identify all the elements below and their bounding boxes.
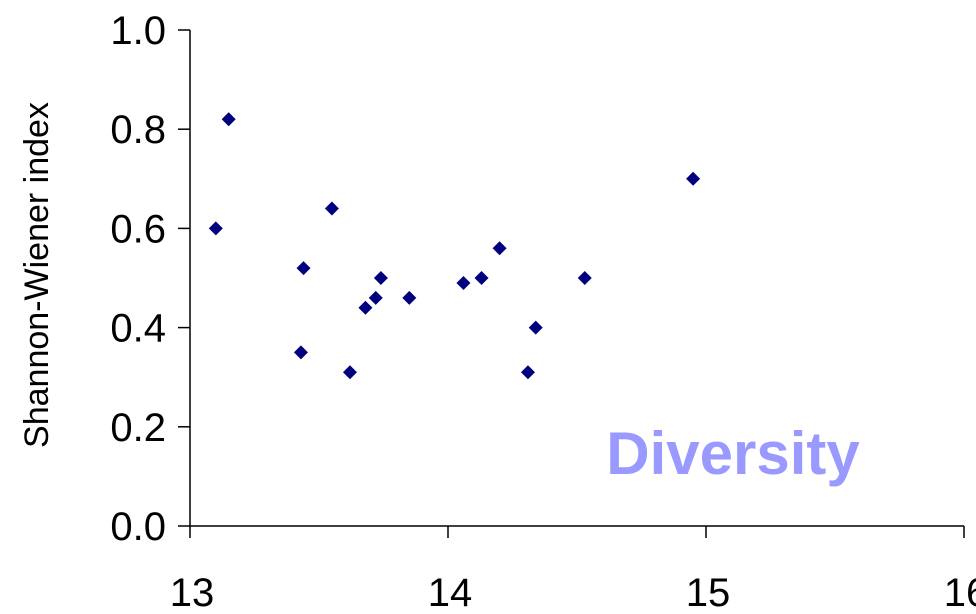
data-point: [208, 221, 223, 236]
data-point: [528, 320, 543, 335]
data-markers: [208, 112, 701, 380]
x-tick-label: 14: [428, 571, 473, 614]
y-tick-label: 0.2: [110, 406, 166, 450]
y-tick-label: 0.8: [110, 108, 166, 152]
y-axis-title: Shannon-Wiener index: [18, 102, 56, 448]
y-axis: 0.0 0.2 0.4 0.6 0.8 1.0: [110, 9, 191, 549]
data-point: [373, 271, 388, 285]
data-point: [474, 271, 489, 285]
x-tick-label: 15: [686, 571, 731, 614]
data-point: [368, 290, 383, 305]
data-point: [296, 261, 311, 276]
x-tick-label: 13: [170, 571, 215, 614]
data-point: [686, 171, 701, 186]
data-point: [221, 112, 236, 127]
x-tick-label: 16: [944, 571, 976, 614]
data-point: [520, 365, 535, 380]
data-point: [358, 300, 373, 315]
y-tick-label: 0.0: [110, 505, 166, 549]
y-tick-label: 0.4: [110, 307, 166, 351]
diversity-annotation: Diversity: [606, 420, 860, 487]
data-point: [492, 241, 507, 256]
data-point: [342, 365, 357, 380]
data-point: [456, 275, 471, 290]
y-tick-label: 1.0: [110, 9, 166, 53]
y-tick-label: 0.6: [110, 207, 166, 251]
data-point: [402, 290, 417, 305]
data-point: [577, 271, 592, 285]
data-point: [293, 345, 308, 360]
x-axis: 13 14 15 16: [170, 525, 976, 614]
data-point: [324, 201, 339, 216]
